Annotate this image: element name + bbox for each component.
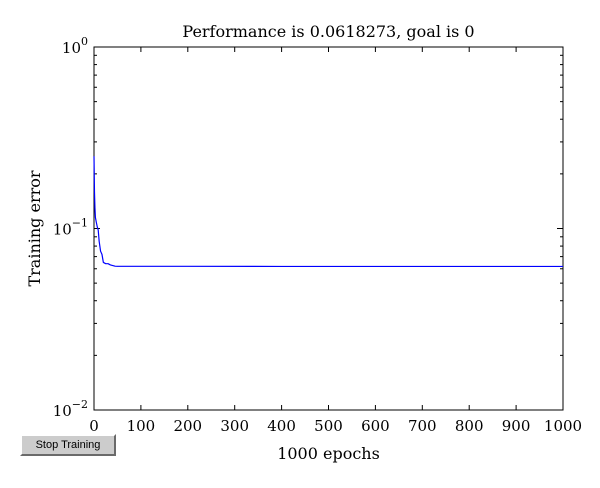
x-tick-label: 800 (455, 417, 484, 435)
y-tick-label: 10−1 (53, 217, 88, 239)
y-tick-label: 100 (62, 35, 88, 57)
x-tick-label: 200 (173, 417, 202, 435)
x-tick-label: 500 (314, 417, 343, 435)
stop-training-button[interactable]: Stop Training (20, 434, 116, 456)
x-tick-label: 300 (220, 417, 249, 435)
y-axis-label: Training error (25, 170, 44, 286)
x-tick-label: 400 (267, 417, 296, 435)
chart-title: Performance is 0.0618273, goal is 0 (182, 22, 474, 41)
y-tick-label: 10−2 (53, 398, 88, 420)
x-tick-label: 600 (361, 417, 390, 435)
x-tick-label: 700 (408, 417, 437, 435)
series-line-training-error (93, 156, 563, 268)
plot-frame (93, 46, 564, 411)
x-tick-label: 900 (502, 417, 531, 435)
x-tick-label: 1000 (544, 417, 582, 435)
x-axis-label: 1000 epochs (277, 444, 380, 463)
stop-training-label: Stop Training (35, 439, 101, 451)
x-tick-label: 0 (89, 417, 99, 435)
x-tick-label: 100 (127, 417, 156, 435)
